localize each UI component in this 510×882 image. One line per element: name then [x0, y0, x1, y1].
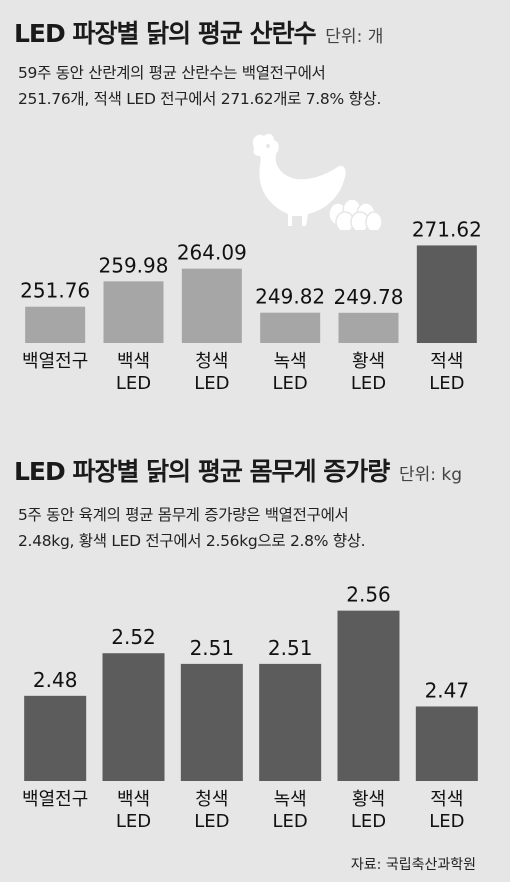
category-label-weight-5-0: 적색	[430, 789, 463, 810]
category-label-egg-2-0: 청색	[195, 351, 228, 372]
category-label-weight-5-1: LED	[429, 811, 464, 832]
chicken-icon	[252, 133, 383, 230]
egg-chart-title: LED 파장별 닭의 평균 산란수 단위: 개	[14, 14, 383, 50]
category-label-egg-1-0: 백색	[117, 351, 150, 372]
egg-chart-title-text: LED 파장별 닭의 평균 산란수	[14, 19, 317, 48]
bar-egg-5	[416, 245, 477, 343]
weight-description-line1: 5주 동안 육계의 평균 몸무게 증가량은 백열전구에서	[18, 506, 349, 524]
source-note: 자료: 국립축산과학원	[350, 857, 476, 873]
value-label-weight-4: 2.56	[346, 583, 391, 607]
value-label-weight-5: 2.47	[425, 678, 470, 702]
value-label-egg-4: 249.78	[334, 285, 404, 309]
category-label-egg-3-0: 녹색	[274, 351, 307, 372]
bar-weight-0	[24, 695, 87, 781]
egg-bar-chart: 251.76백열전구259.98백색LED264.09청색LED249.82녹색…	[20, 217, 482, 394]
category-label-egg-2-1: LED	[194, 373, 229, 394]
bar-weight-2	[180, 663, 243, 781]
category-label-egg-5-1: LED	[429, 373, 464, 394]
value-label-egg-3: 249.82	[255, 285, 325, 309]
bar-egg-0	[25, 306, 86, 343]
weight-description-line2: 2.48kg, 황색 LED 전구에서 2.56kg으로 2.8% 향상.	[18, 532, 366, 550]
category-label-weight-0-0: 백열전구	[22, 789, 88, 810]
weight-gain-panel: LED 파장별 닭의 평균 몸무게 증가량 단위: kg 5주 동안 육계의 평…	[0, 440, 510, 882]
category-label-egg-4-1: LED	[351, 373, 386, 394]
egg-production-panel: LED 파장별 닭의 평균 산란수 단위: 개 59주 동안 산란계의 평균 산…	[0, 0, 510, 440]
value-label-egg-2: 264.09	[177, 241, 247, 265]
value-label-egg-5: 271.62	[412, 217, 482, 241]
category-label-weight-2-0: 청색	[195, 789, 228, 810]
value-label-weight-2: 2.51	[190, 636, 235, 660]
value-label-weight-0: 2.48	[33, 668, 78, 692]
bar-weight-3	[259, 663, 322, 781]
category-label-weight-1-1: LED	[116, 811, 151, 832]
category-label-weight-3-0: 녹색	[274, 789, 307, 810]
bar-egg-1	[103, 281, 164, 343]
category-label-weight-3-1: LED	[273, 811, 308, 832]
bar-weight-4	[337, 610, 400, 781]
category-label-egg-0-0: 백열전구	[22, 351, 88, 372]
value-label-egg-0: 251.76	[20, 279, 90, 303]
bar-egg-4	[338, 312, 399, 343]
bar-egg-2	[181, 268, 242, 343]
bar-weight-1	[102, 653, 165, 781]
egg-chart-unit: 단위: 개	[325, 27, 384, 47]
weight-chart-title-text: LED 파장별 닭의 평균 몸무게 증가량	[14, 457, 390, 486]
weight-bar-chart: 2.48백열전구2.52백색LED2.51청색LED2.51녹색LED2.56황…	[22, 583, 478, 832]
category-label-egg-3-1: LED	[273, 373, 308, 394]
category-label-weight-1-0: 백색	[117, 789, 150, 810]
eggs-icon	[328, 198, 383, 230]
egg-description-line2: 251.76개, 적색 LED 전구에서 271.62개로 7.8% 향상.	[18, 90, 382, 108]
category-label-egg-5-0: 적색	[430, 351, 463, 372]
weight-chart-title: LED 파장별 닭의 평균 몸무게 증가량 단위: kg	[14, 452, 462, 488]
egg-chart-description: 59주 동안 산란계의 평균 산란수는 백열전구에서 251.76개, 적색 L…	[18, 60, 488, 112]
weight-chart-unit: 단위: kg	[399, 465, 463, 485]
egg-description-line1: 59주 동안 산란계의 평균 산란수는 백열전구에서	[18, 64, 326, 82]
bar-egg-3	[260, 312, 321, 343]
value-label-egg-1: 259.98	[99, 253, 169, 277]
category-label-weight-4-1: LED	[351, 811, 386, 832]
category-label-egg-4-0: 황색	[352, 351, 385, 372]
bar-weight-5	[415, 706, 478, 781]
category-label-weight-2-1: LED	[194, 811, 229, 832]
value-label-weight-1: 2.52	[111, 625, 156, 649]
category-label-egg-1-1: LED	[116, 373, 151, 394]
weight-chart-description: 5주 동안 육계의 평균 몸무게 증가량은 백열전구에서 2.48kg, 황색 …	[18, 502, 488, 554]
category-label-weight-4-0: 황색	[352, 789, 385, 810]
value-label-weight-3: 2.51	[268, 636, 313, 660]
